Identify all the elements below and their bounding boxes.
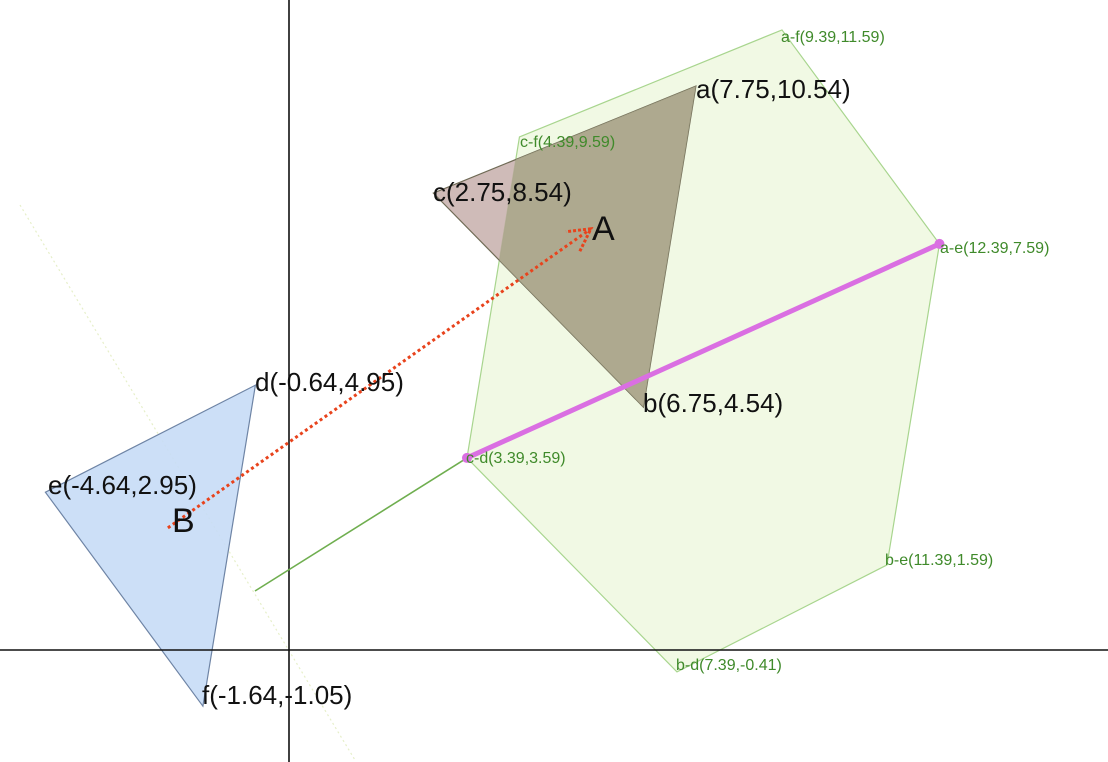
ae-point-marker: [934, 238, 945, 249]
minkowski-label-be: b-e(11.39,1.59): [885, 552, 993, 569]
cd-to-ae-segment: [464, 241, 942, 461]
vertex-label-f: f(-1.64,-1.05): [202, 680, 352, 710]
minkowski-label-cf: c-f(4.39,9.59): [520, 134, 615, 151]
vertex-label-c: c(2.75,8.54): [433, 177, 572, 207]
triangle-b: [44, 384, 257, 708]
vector-arrowhead-icon: [565, 226, 594, 252]
minkowski-label-ae: a-e(12.39,7.59): [940, 240, 1049, 257]
minkowski-label-af: a-f(9.39,11.59): [781, 29, 885, 46]
minkowski-label-bd: b-d(7.39,-0.41): [676, 657, 782, 674]
vertex-label-a: a(7.75,10.54): [696, 74, 851, 104]
cd-point-marker: [461, 452, 472, 463]
vertex-label-b: b(6.75,4.54): [643, 388, 783, 418]
minkowski-label-cd: c-d(3.39,3.59): [466, 450, 566, 467]
vertex-label-d: d(-0.64,4.95): [255, 367, 404, 397]
vertex-label-e: e(-4.64,2.95): [48, 470, 197, 500]
shape-label-a: A: [592, 210, 615, 248]
origin-to-cd-line: [254, 457, 468, 592]
guide-line: [19, 204, 356, 761]
centroid-vector: [167, 227, 592, 530]
triangle-a-overlap-region: [499, 86, 696, 408]
shape-label-b: B: [172, 502, 195, 540]
